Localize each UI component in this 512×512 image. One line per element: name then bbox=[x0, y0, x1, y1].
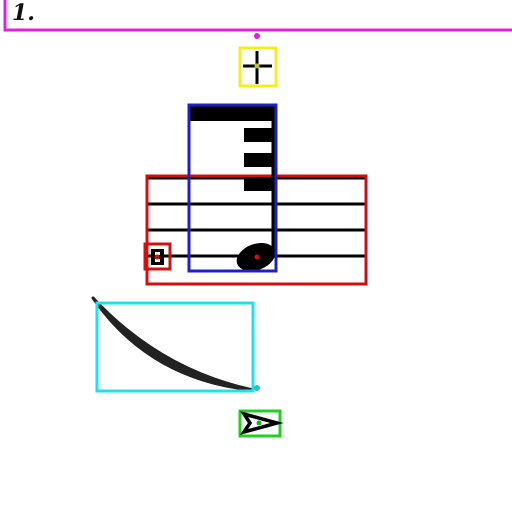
beam-tertiary bbox=[244, 153, 274, 167]
fragment-bounding-box bbox=[3, 0, 512, 32]
fragment-anchor-dot bbox=[254, 33, 260, 39]
rest-symbol bbox=[143, 242, 172, 271]
beamed-note bbox=[187, 103, 278, 273]
beam-secondary bbox=[244, 128, 274, 142]
slur-bounding-box bbox=[95, 301, 255, 393]
slur-curve bbox=[91, 296, 255, 392]
beam-quaternary bbox=[244, 177, 274, 191]
score-fragment: 1. bbox=[3, 0, 512, 39]
slur bbox=[91, 296, 260, 393]
accent-mark bbox=[238, 409, 284, 438]
note-bounding-box bbox=[187, 103, 278, 273]
rest-center-dot bbox=[154, 254, 160, 260]
beam-primary bbox=[190, 106, 274, 121]
cross-symbol bbox=[238, 46, 278, 88]
measure-number: 1. bbox=[12, 0, 35, 26]
cross-bounding-box bbox=[238, 46, 278, 88]
slur-anchor-dot bbox=[254, 385, 260, 391]
accent-center-dot bbox=[256, 420, 262, 426]
rest-bounding-box bbox=[143, 242, 172, 271]
accent-glyph bbox=[239, 411, 284, 435]
rest-glyph-gap bbox=[155, 252, 160, 255]
staff-bounding-box bbox=[145, 174, 368, 286]
note-head-center-dot bbox=[254, 254, 260, 260]
cross-center-dot bbox=[254, 63, 260, 69]
rest-glyph-gap bbox=[155, 259, 160, 262]
